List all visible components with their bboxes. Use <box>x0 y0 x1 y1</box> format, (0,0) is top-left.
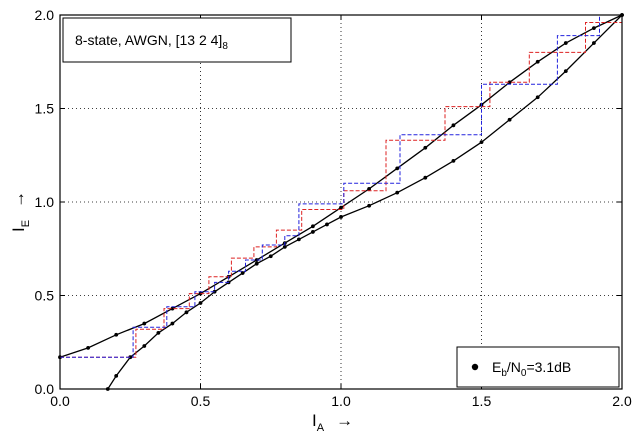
legend: Eb/N0=3.1dB <box>456 346 620 388</box>
transfer-curve-lower-point <box>507 117 512 122</box>
transfer-curve-lower-point <box>296 237 301 242</box>
annotation-text: 8-state, AWGN, [13 2 4]8 <box>75 32 228 52</box>
x-tick-label: 0.0 <box>50 393 70 409</box>
transfer-curve-lower-point <box>563 69 568 73</box>
transfer-curve-upper-point <box>507 80 512 85</box>
transfer-curve-lower-point <box>198 301 203 305</box>
transfer-curve-lower-line <box>107 14 623 390</box>
transfer-curve-upper-point <box>142 321 147 326</box>
annotation-box: 8-state, AWGN, [13 2 4]8 <box>62 17 292 63</box>
transfer-curve-lower-point <box>592 41 596 45</box>
transfer-curve-lower-point <box>240 271 245 275</box>
transfer-curve-lower-point <box>142 344 147 348</box>
y-tick-label: 1.0 <box>35 194 55 210</box>
transfer-curve-lower-point <box>311 230 315 234</box>
transfer-curve-upper-point <box>339 205 343 210</box>
transfer-curve-upper-point <box>563 41 568 45</box>
transfer-curve-upper-point <box>367 187 371 191</box>
y-tick-label: 0.5 <box>35 288 55 304</box>
transfer-curve-lower-point <box>367 203 371 208</box>
transfer-curve-lower-point <box>535 95 540 100</box>
transfer-curve-upper-point <box>592 26 596 30</box>
transfer-curve-lower-point <box>128 355 133 360</box>
transfer-curve-lower-point <box>395 190 400 195</box>
x-axis-label: IA → <box>312 411 353 434</box>
transfer-curve-lower-point <box>451 158 456 163</box>
trajectory-blue-line <box>60 14 622 358</box>
transfer-curve-upper-point <box>114 332 119 337</box>
legend-entry-ebn0: Eb/N0=3.1dB <box>492 359 571 379</box>
transfer-curve-lower-point <box>339 215 343 219</box>
trajectory-red-line <box>60 22 622 358</box>
transfer-curve-lower-point <box>170 321 175 326</box>
transfer-curve-lower-point <box>254 261 259 266</box>
transfer-curve-lower-point <box>268 254 273 259</box>
x-tick-label: 1.5 <box>472 393 492 409</box>
grid-lines <box>60 15 622 389</box>
legend-frame <box>456 346 620 388</box>
transfer-curve-upper-point <box>254 258 259 262</box>
legend-marker <box>471 363 479 371</box>
x-tick-label: 2.0 <box>612 393 632 409</box>
x-tick-label: 0.5 <box>191 393 211 409</box>
transfer-curve-lower-point <box>184 310 189 315</box>
transfer-curve-upper-point <box>395 166 400 171</box>
y-tick-label: 2.0 <box>35 7 55 23</box>
transfer-curve-upper-point <box>170 306 175 311</box>
transfer-curve-lower-point <box>156 331 161 335</box>
transfer-curve-upper-point <box>423 145 428 150</box>
annotation-frame <box>62 17 292 63</box>
transfer-curve-upper-point <box>311 224 315 229</box>
y-tick-label: 1.5 <box>35 101 55 117</box>
transfer-curve-upper-point <box>451 123 456 128</box>
transfer-curve-lower-point <box>114 374 119 378</box>
x-tick-label: 1.0 <box>331 393 351 409</box>
transfer-curve-lower-point <box>325 222 329 227</box>
transfer-curve-lower-point <box>423 175 428 180</box>
series-group <box>58 13 624 391</box>
transfer-curve-upper-point <box>86 345 90 350</box>
y-tick-label: 0.0 <box>35 381 55 397</box>
transfer-curve-lower-point <box>282 244 287 249</box>
y-axis-label: IE→ <box>9 191 32 232</box>
transfer-curve-upper-point <box>535 59 540 64</box>
transfer-curve-lower-point <box>479 140 484 145</box>
axis-ticks: 0.0 0.5 1.0 1.5 2.0 0.0 0.5 1.0 1.5 2.0 <box>35 7 632 409</box>
